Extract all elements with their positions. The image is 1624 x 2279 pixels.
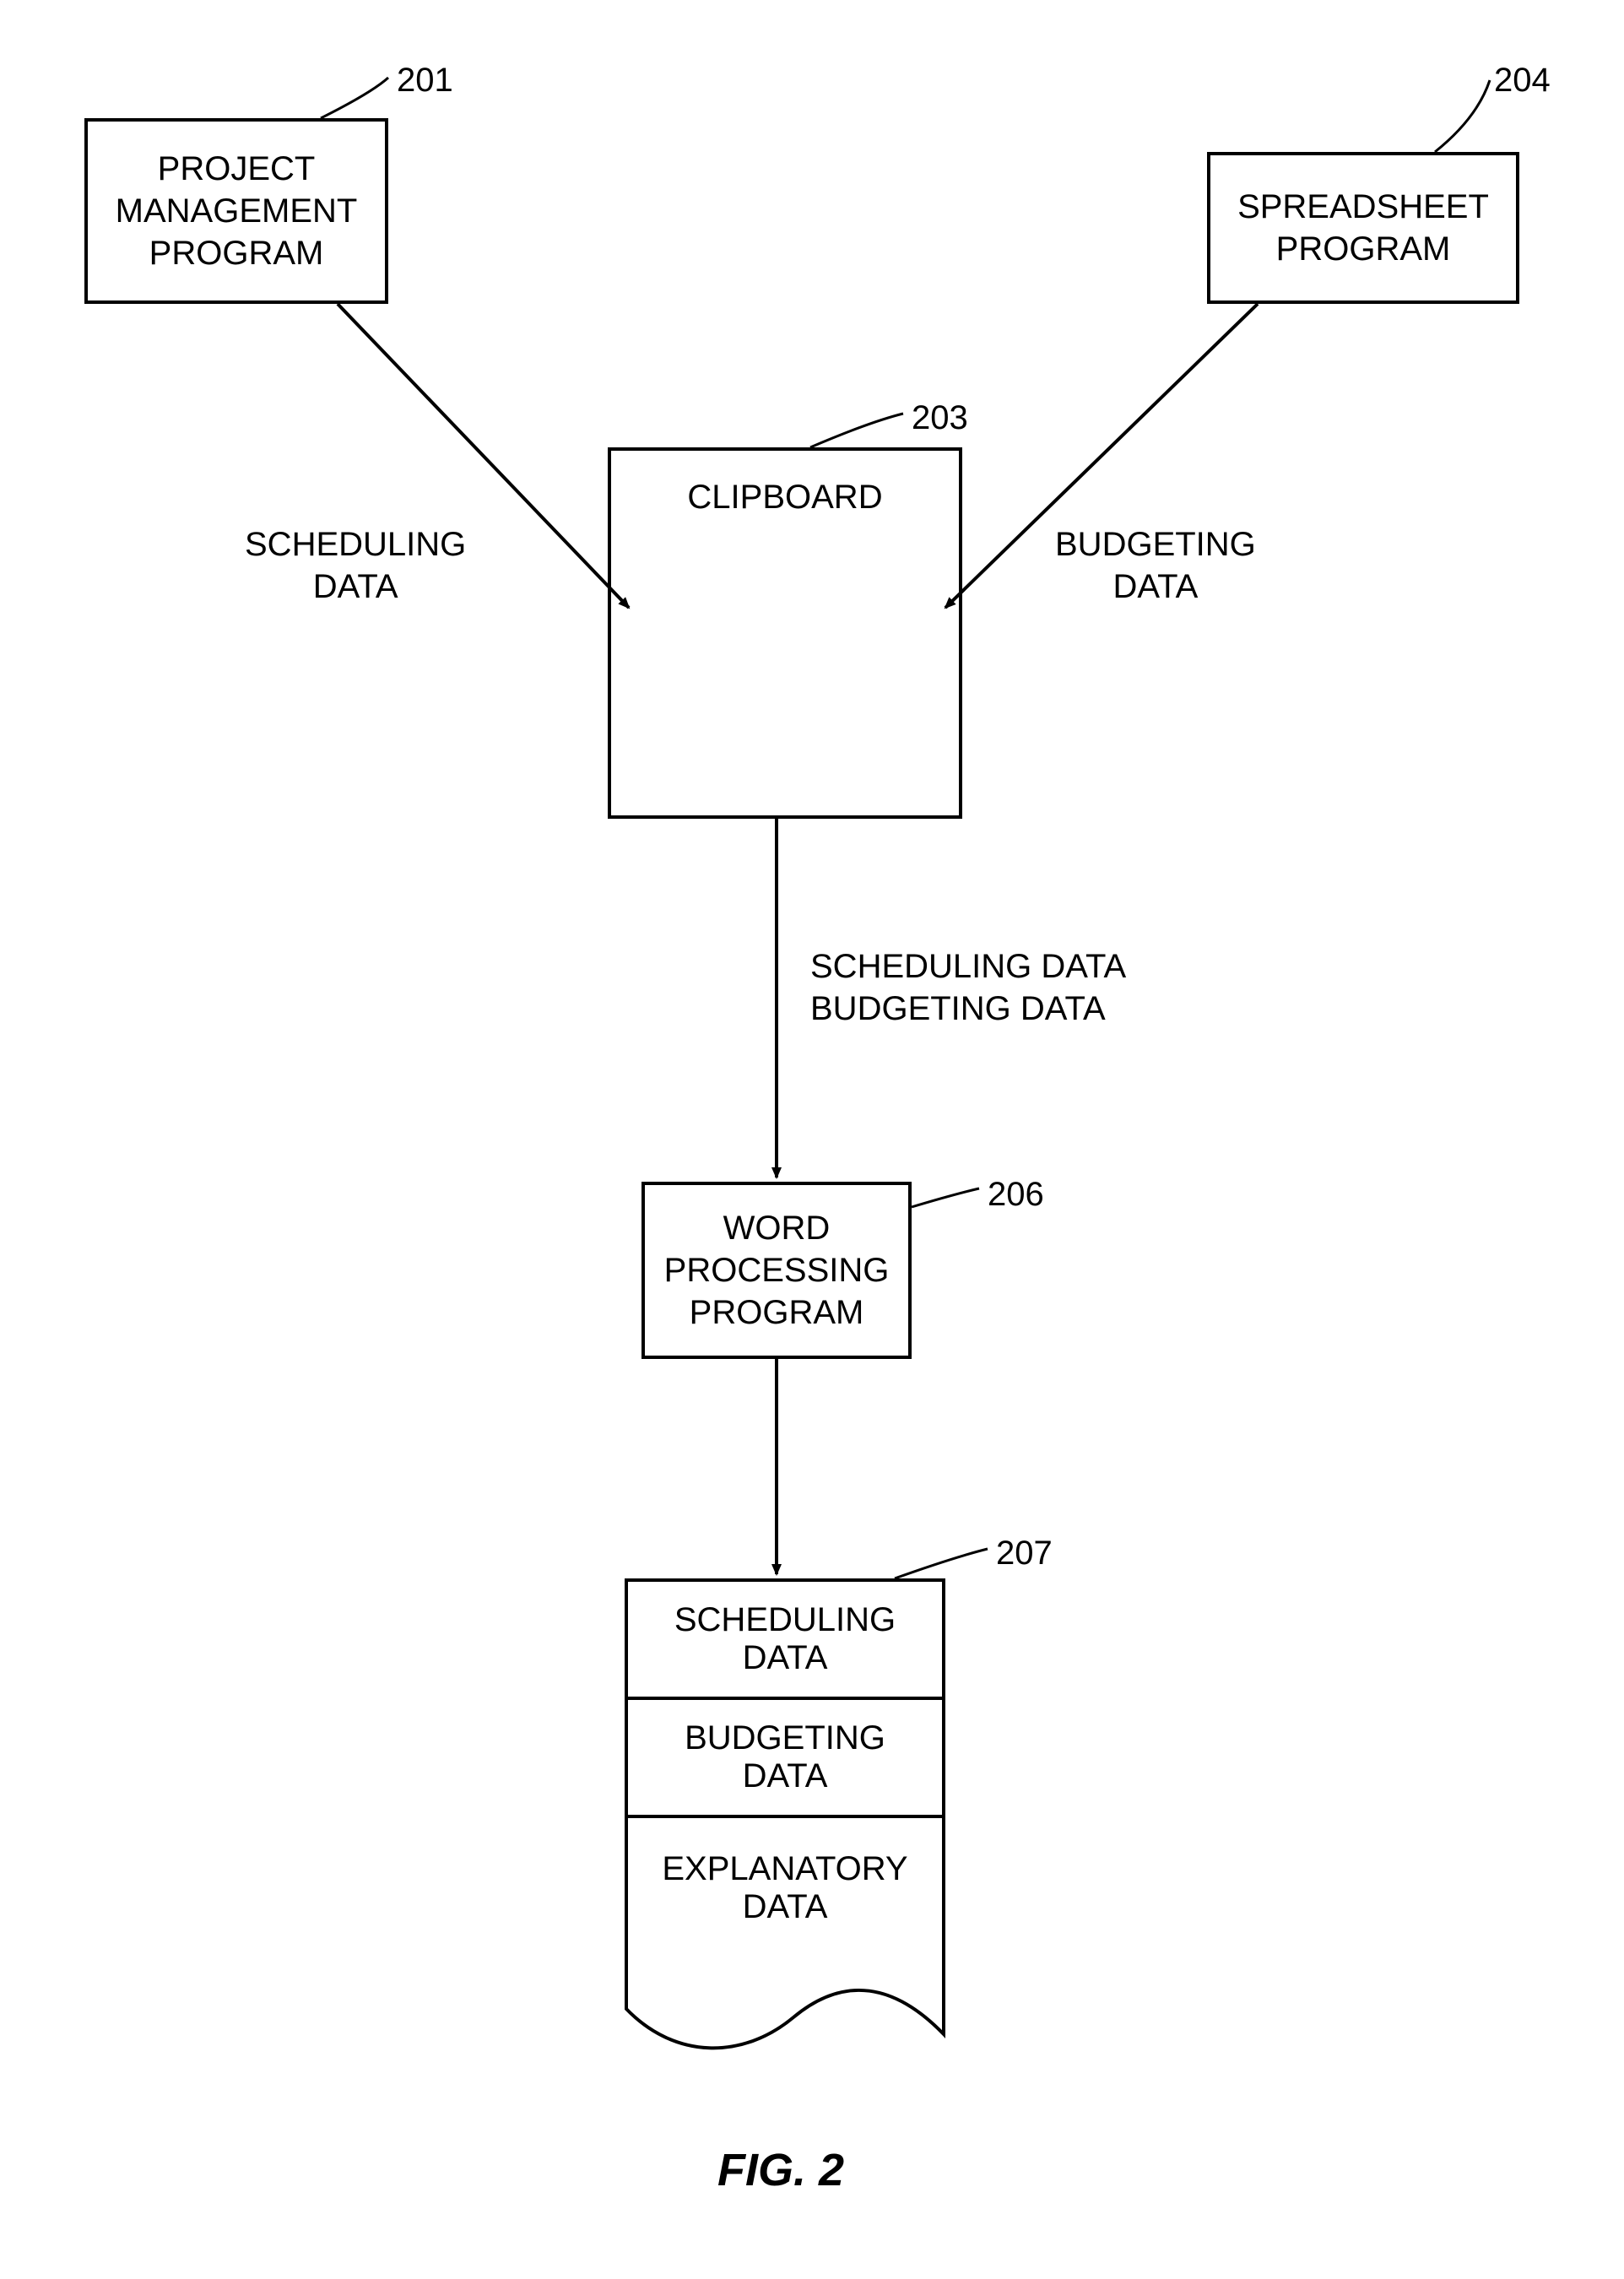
node-text: MANAGEMENT bbox=[116, 190, 358, 232]
node-document: SCHEDULING DATA BUDGETING DATA EXPLANATO… bbox=[625, 1578, 945, 2060]
node-text: PROGRAM bbox=[149, 232, 324, 274]
node-word-processing: WORD PROCESSING PROGRAM bbox=[641, 1182, 912, 1359]
node-text: WORD bbox=[723, 1207, 831, 1249]
label-text: BUDGETING DATA bbox=[810, 990, 1106, 1027]
label-text: DATA bbox=[313, 568, 398, 605]
label-text: DATA bbox=[1113, 568, 1199, 605]
node-text: PROJECT bbox=[158, 148, 316, 190]
label-text: SCHEDULING DATA bbox=[810, 948, 1126, 985]
figure-caption: FIG. 2 bbox=[717, 2144, 844, 2196]
leader-206 bbox=[912, 1188, 979, 1207]
leader-204 bbox=[1435, 80, 1490, 152]
node-text: DATA bbox=[743, 1757, 828, 1795]
node-text: PROGRAM bbox=[1276, 228, 1451, 270]
node-project-management: PROJECT MANAGEMENT PROGRAM bbox=[84, 118, 388, 304]
label-text: SCHEDULING bbox=[245, 526, 466, 563]
node-text: SPREADSHEET bbox=[1237, 186, 1489, 228]
node-clipboard: CLIPBOARD bbox=[608, 447, 962, 819]
refnum-206: 206 bbox=[988, 1173, 1044, 1215]
edge-label-sched-budget: SCHEDULING DATA BUDGETING DATA bbox=[810, 945, 1126, 1030]
node-text: PROGRAM bbox=[690, 1291, 864, 1334]
node-text: SCHEDULING bbox=[674, 1601, 896, 1639]
leader-203 bbox=[810, 414, 903, 447]
refnum-201: 201 bbox=[397, 59, 453, 101]
doc-torn-edge bbox=[625, 1958, 945, 2060]
node-text: PROCESSING bbox=[664, 1249, 890, 1291]
leader-201 bbox=[321, 78, 388, 118]
node-text: CLIPBOARD bbox=[687, 476, 882, 518]
node-spreadsheet: SPREADSHEET PROGRAM bbox=[1207, 152, 1519, 304]
node-text: DATA bbox=[743, 1639, 828, 1677]
refnum-204: 204 bbox=[1494, 59, 1551, 101]
edge-label-scheduling: SCHEDULING DATA bbox=[245, 523, 466, 608]
leader-207 bbox=[895, 1549, 988, 1578]
label-text: BUDGETING bbox=[1055, 526, 1256, 563]
node-text: BUDGETING bbox=[685, 1719, 885, 1757]
refnum-203: 203 bbox=[912, 397, 968, 439]
doc-section-explanatory: EXPLANATORY DATA bbox=[625, 1815, 945, 1958]
doc-section-budgeting: BUDGETING DATA bbox=[625, 1697, 945, 1815]
node-text: EXPLANATORY bbox=[662, 1850, 907, 1888]
node-text: DATA bbox=[743, 1888, 828, 1926]
edge-label-budgeting: BUDGETING DATA bbox=[1055, 523, 1256, 608]
refnum-207: 207 bbox=[996, 1532, 1053, 1574]
doc-section-scheduling: SCHEDULING DATA bbox=[625, 1578, 945, 1697]
